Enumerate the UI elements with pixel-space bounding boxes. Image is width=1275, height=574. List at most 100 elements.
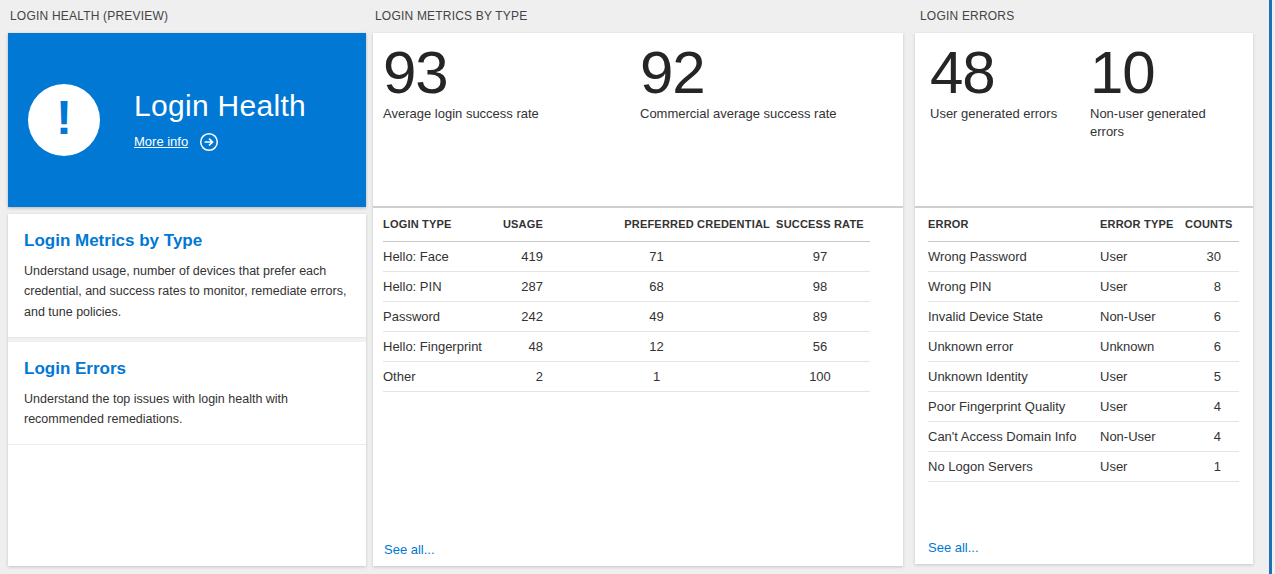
tile-title: Login Health — [134, 89, 306, 123]
table-cell: Password — [383, 301, 498, 331]
table-row[interactable]: Invalid Device StateNon-User6 — [928, 301, 1239, 331]
table-header-row: LOGIN TYPEUSAGEPREFERRED CREDENTIALSUCCE… — [383, 208, 870, 241]
table-cell: 12 — [543, 331, 770, 361]
table-cell: 68 — [543, 271, 770, 301]
stat-caption: Commercial average success rate — [640, 105, 903, 123]
section-label-login-health: LOGIN HEALTH (PREVIEW) — [10, 9, 168, 23]
table-row[interactable]: Wrong PasswordUser30 — [928, 241, 1239, 271]
table-cell: 6 — [1185, 331, 1239, 361]
table-cell: User — [1100, 271, 1185, 301]
stat-value: 10 — [1090, 41, 1240, 104]
table-cell: Non-User — [1100, 421, 1185, 451]
table-cell: 242 — [498, 301, 543, 331]
stat-user-generated-errors: 48 User generated errors — [930, 41, 1090, 206]
table-cell: Unknown — [1100, 331, 1185, 361]
login-metrics-panel: 93 Average login success rate 92 Commerc… — [373, 33, 903, 566]
table-cell: 419 — [498, 241, 543, 271]
table-cell: Hello: Face — [383, 241, 498, 271]
stat-non-user-generated-errors: 10 Non-user generated errors — [1090, 41, 1240, 206]
table-cell: Can't Access Domain Info — [928, 421, 1100, 451]
stat-caption: Average login success rate — [383, 105, 640, 123]
stat-commercial-average-success-rate: 92 Commercial average success rate — [640, 41, 903, 206]
table-row[interactable]: Unknown errorUnknown6 — [928, 331, 1239, 361]
table-cell: 5 — [1185, 361, 1239, 391]
see-all-link-metrics[interactable]: See all... — [384, 542, 435, 557]
table-cell: User — [1100, 391, 1185, 421]
table-cell: Wrong Password — [928, 241, 1100, 271]
column-header: ERROR TYPE — [1100, 208, 1185, 241]
table-cell: 49 — [543, 301, 770, 331]
exclamation-icon: ! — [28, 84, 100, 156]
table-cell: Poor Fingerprint Quality — [928, 391, 1100, 421]
table-row[interactable]: Poor Fingerprint QualityUser4 — [928, 391, 1239, 421]
table-cell: 1 — [543, 361, 770, 391]
stat-value: 92 — [640, 41, 903, 104]
table-row[interactable]: No Logon ServersUser1 — [928, 451, 1239, 481]
table-row[interactable]: Password2424989 — [383, 301, 870, 331]
table-cell: 97 — [770, 241, 870, 271]
table-cell: User — [1100, 241, 1185, 271]
table-cell: 8 — [1185, 271, 1239, 301]
table-header-row: ERRORERROR TYPECOUNTS — [928, 208, 1239, 241]
login-metrics-by-type-description: Understand usage, number of devices that… — [24, 261, 350, 322]
table-cell: 1 — [1185, 451, 1239, 481]
login-health-description-card: Login Metrics by Type Understand usage, … — [8, 214, 366, 566]
table-cell: 2 — [498, 361, 543, 391]
section-divider — [8, 444, 366, 445]
section-label-login-errors: LOGIN ERRORS — [920, 9, 1014, 23]
table-cell: 56 — [770, 331, 870, 361]
stat-caption: User generated errors — [930, 105, 1090, 123]
stat-value: 93 — [383, 41, 640, 104]
login-health-tile[interactable]: ! Login Health More info — [8, 33, 366, 207]
table-cell: No Logon Servers — [928, 451, 1100, 481]
table-cell: Wrong PIN — [928, 271, 1100, 301]
column-header: USAGE — [498, 208, 543, 241]
login-metrics-table: LOGIN TYPEUSAGEPREFERRED CREDENTIALSUCCE… — [383, 208, 870, 392]
column-header: ERROR — [928, 208, 1100, 241]
section-label-login-metrics: LOGIN METRICS BY TYPE — [375, 9, 527, 23]
metrics-description-section: Login Metrics by Type Understand usage, … — [8, 214, 366, 337]
table-cell: Invalid Device State — [928, 301, 1100, 331]
login-errors-description: Understand the top issues with login hea… — [24, 389, 350, 430]
table-cell: Hello: Fingerprint — [383, 331, 498, 361]
login-errors-table: ERRORERROR TYPECOUNTSWrong PasswordUser3… — [928, 208, 1239, 482]
table-cell: 48 — [498, 331, 543, 361]
table-cell: 100 — [770, 361, 870, 391]
table-cell: 287 — [498, 271, 543, 301]
see-all-link-errors[interactable]: See all... — [928, 540, 979, 555]
stat-average-success-rate: 93 Average login success rate — [383, 41, 640, 206]
table-row[interactable]: Hello: Face4197197 — [383, 241, 870, 271]
table-row[interactable]: Hello: PIN2876898 — [383, 271, 870, 301]
column-header: LOGIN TYPE — [383, 208, 498, 241]
table-cell: 6 — [1185, 301, 1239, 331]
table-cell: 71 — [543, 241, 770, 271]
table-cell: Unknown Identity — [928, 361, 1100, 391]
table-row[interactable]: Other21100 — [383, 361, 870, 391]
login-errors-heading[interactable]: Login Errors — [24, 359, 350, 379]
errors-description-section: Login Errors Understand the top issues w… — [8, 342, 366, 445]
stat-value: 48 — [930, 41, 1090, 104]
adjacent-panel-edge — [1269, 0, 1272, 574]
login-errors-panel: 48 User generated errors 10 Non-user gen… — [915, 33, 1253, 564]
errors-stats-area: 48 User generated errors 10 Non-user gen… — [915, 33, 1253, 208]
table-row[interactable]: Can't Access Domain InfoNon-User4 — [928, 421, 1239, 451]
arrow-right-circle-icon[interactable] — [199, 132, 219, 152]
more-info-link[interactable]: More info — [134, 134, 188, 149]
table-cell: User — [1100, 361, 1185, 391]
table-cell: 98 — [770, 271, 870, 301]
table-cell: Unknown error — [928, 331, 1100, 361]
table-cell: 89 — [770, 301, 870, 331]
stat-caption: Non-user generated errors — [1090, 105, 1240, 140]
table-cell: 4 — [1185, 421, 1239, 451]
table-row[interactable]: Unknown IdentityUser5 — [928, 361, 1239, 391]
column-header: SUCCESS RATE — [770, 208, 870, 241]
metrics-stats-area: 93 Average login success rate 92 Commerc… — [373, 33, 903, 208]
column-header: COUNTS — [1185, 208, 1239, 241]
table-row[interactable]: Hello: Fingerprint481256 — [383, 331, 870, 361]
login-metrics-by-type-heading[interactable]: Login Metrics by Type — [24, 231, 350, 251]
table-cell: 30 — [1185, 241, 1239, 271]
table-row[interactable]: Wrong PINUser8 — [928, 271, 1239, 301]
table-cell: Non-User — [1100, 301, 1185, 331]
table-cell: Other — [383, 361, 498, 391]
column-header: PREFERRED CREDENTIAL — [543, 208, 770, 241]
